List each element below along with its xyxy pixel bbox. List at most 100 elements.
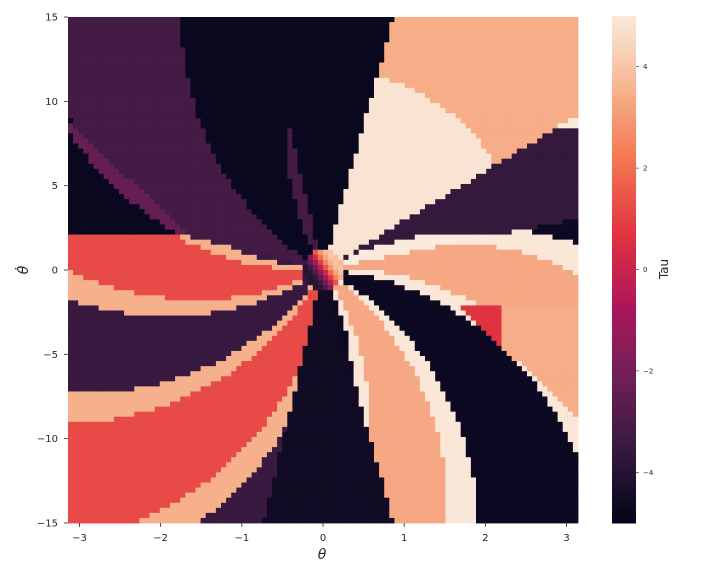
heatmap-cell: [251, 290, 258, 296]
heatmap-cell: [221, 492, 227, 499]
heatmap-cell: [302, 436, 309, 443]
heatmap-cell: [205, 356, 212, 362]
heatmap-cell: [170, 320, 176, 327]
heatmap-cell: [210, 517, 217, 524]
heatmap-cell: [170, 512, 176, 519]
heatmap-cell: [108, 477, 115, 483]
heatmap-cell: [282, 401, 288, 408]
heatmap-cell: [256, 224, 263, 230]
heatmap-cell: [98, 406, 105, 413]
heatmap-cell: [113, 259, 120, 266]
heatmap-cell: [317, 452, 324, 458]
heatmap-cell: [98, 163, 105, 170]
heatmap-cell: [297, 47, 303, 53]
heatmap-cell: [261, 214, 268, 220]
heatmap-cell: [113, 82, 120, 89]
heatmap-cell: [292, 214, 298, 220]
heatmap-cell: [241, 239, 247, 246]
heatmap-cell: [175, 345, 181, 352]
heatmap-cell: [159, 27, 166, 33]
heatmap-cell: [236, 37, 242, 43]
heatmap-cell: [159, 340, 166, 347]
heatmap-cell: [282, 72, 288, 79]
heatmap-cell: [154, 361, 161, 367]
heatmap-cell: [134, 467, 140, 473]
heatmap-cell: [108, 204, 115, 210]
heatmap-cell: [226, 492, 232, 499]
heatmap-cell: [231, 285, 237, 291]
heatmap-cell: [221, 108, 227, 114]
heatmap-cell: [251, 371, 258, 377]
heatmap-cell: [241, 411, 247, 418]
heatmap-cell: [317, 67, 324, 74]
heatmap-cell: [190, 401, 196, 408]
heatmap-cell: [170, 356, 176, 362]
heatmap-cell: [119, 194, 125, 200]
heatmap-cell: [103, 421, 110, 428]
heatmap-cell: [251, 335, 258, 342]
heatmap-cell: [164, 391, 171, 397]
heatmap-cell: [297, 381, 303, 387]
heatmap-cell: [266, 62, 273, 68]
heatmap-cell: [83, 47, 89, 53]
heatmap-cell: [200, 366, 207, 372]
heatmap-cell: [170, 411, 176, 418]
heatmap-cell: [297, 204, 303, 210]
heatmap-cell: [297, 27, 303, 33]
heatmap-cell: [282, 366, 288, 372]
heatmap-cell: [236, 386, 242, 392]
heatmap-cell: [139, 280, 145, 286]
heatmap-cell: [134, 143, 140, 149]
heatmap-cell: [215, 361, 222, 367]
heatmap-cell: [119, 153, 125, 160]
heatmap-cell: [210, 457, 217, 463]
heatmap-cell: [129, 386, 135, 392]
heatmap-cell: [164, 229, 171, 235]
heatmap-cell: [221, 285, 227, 291]
heatmap-cell: [129, 340, 135, 347]
heatmap-cell: [139, 482, 145, 488]
heatmap-cell: [68, 17, 74, 23]
heatmap-cell: [261, 270, 268, 276]
heatmap-cell: [139, 47, 145, 53]
heatmap-cell: [251, 204, 258, 210]
heatmap-cell: [307, 335, 314, 342]
heatmap-cell: [236, 72, 242, 79]
heatmap-cell: [78, 462, 84, 468]
heatmap-cell: [170, 264, 176, 271]
heatmap-cell: [190, 366, 196, 372]
heatmap-cell: [215, 128, 222, 134]
heatmap-cell: [266, 335, 273, 342]
heatmap-cell: [215, 492, 222, 499]
heatmap-cell: [68, 376, 74, 382]
heatmap-cell: [144, 290, 150, 296]
heatmap-cell: [175, 361, 181, 367]
heatmap-cell: [154, 133, 161, 139]
heatmap-cell: [190, 82, 196, 89]
heatmap-cell: [134, 421, 140, 428]
heatmap-cell: [103, 123, 110, 129]
heatmap-cell: [317, 153, 324, 160]
heatmap-cell: [256, 153, 263, 160]
heatmap-cell: [205, 67, 212, 74]
heatmap-cell: [297, 143, 303, 149]
heatmap-cell: [88, 249, 94, 256]
heatmap-cell: [129, 229, 135, 235]
heatmap-cell: [129, 47, 135, 53]
heatmap-cell: [195, 219, 201, 225]
heatmap-cell: [292, 47, 298, 53]
heatmap-cell: [108, 178, 115, 185]
heatmap-cell: [241, 234, 247, 241]
heatmap-cell: [108, 376, 115, 382]
heatmap-cell: [241, 264, 247, 271]
heatmap-cell: [266, 376, 273, 382]
heatmap-cell: [129, 447, 135, 453]
heatmap-cell: [256, 22, 263, 28]
heatmap-cell: [297, 178, 303, 185]
heatmap-cell: [170, 340, 176, 347]
heatmap-cell: [312, 97, 319, 104]
heatmap-cell: [164, 17, 171, 23]
heatmap-cell: [93, 168, 99, 175]
heatmap-cell: [88, 244, 94, 251]
heatmap-cell: [164, 62, 171, 68]
